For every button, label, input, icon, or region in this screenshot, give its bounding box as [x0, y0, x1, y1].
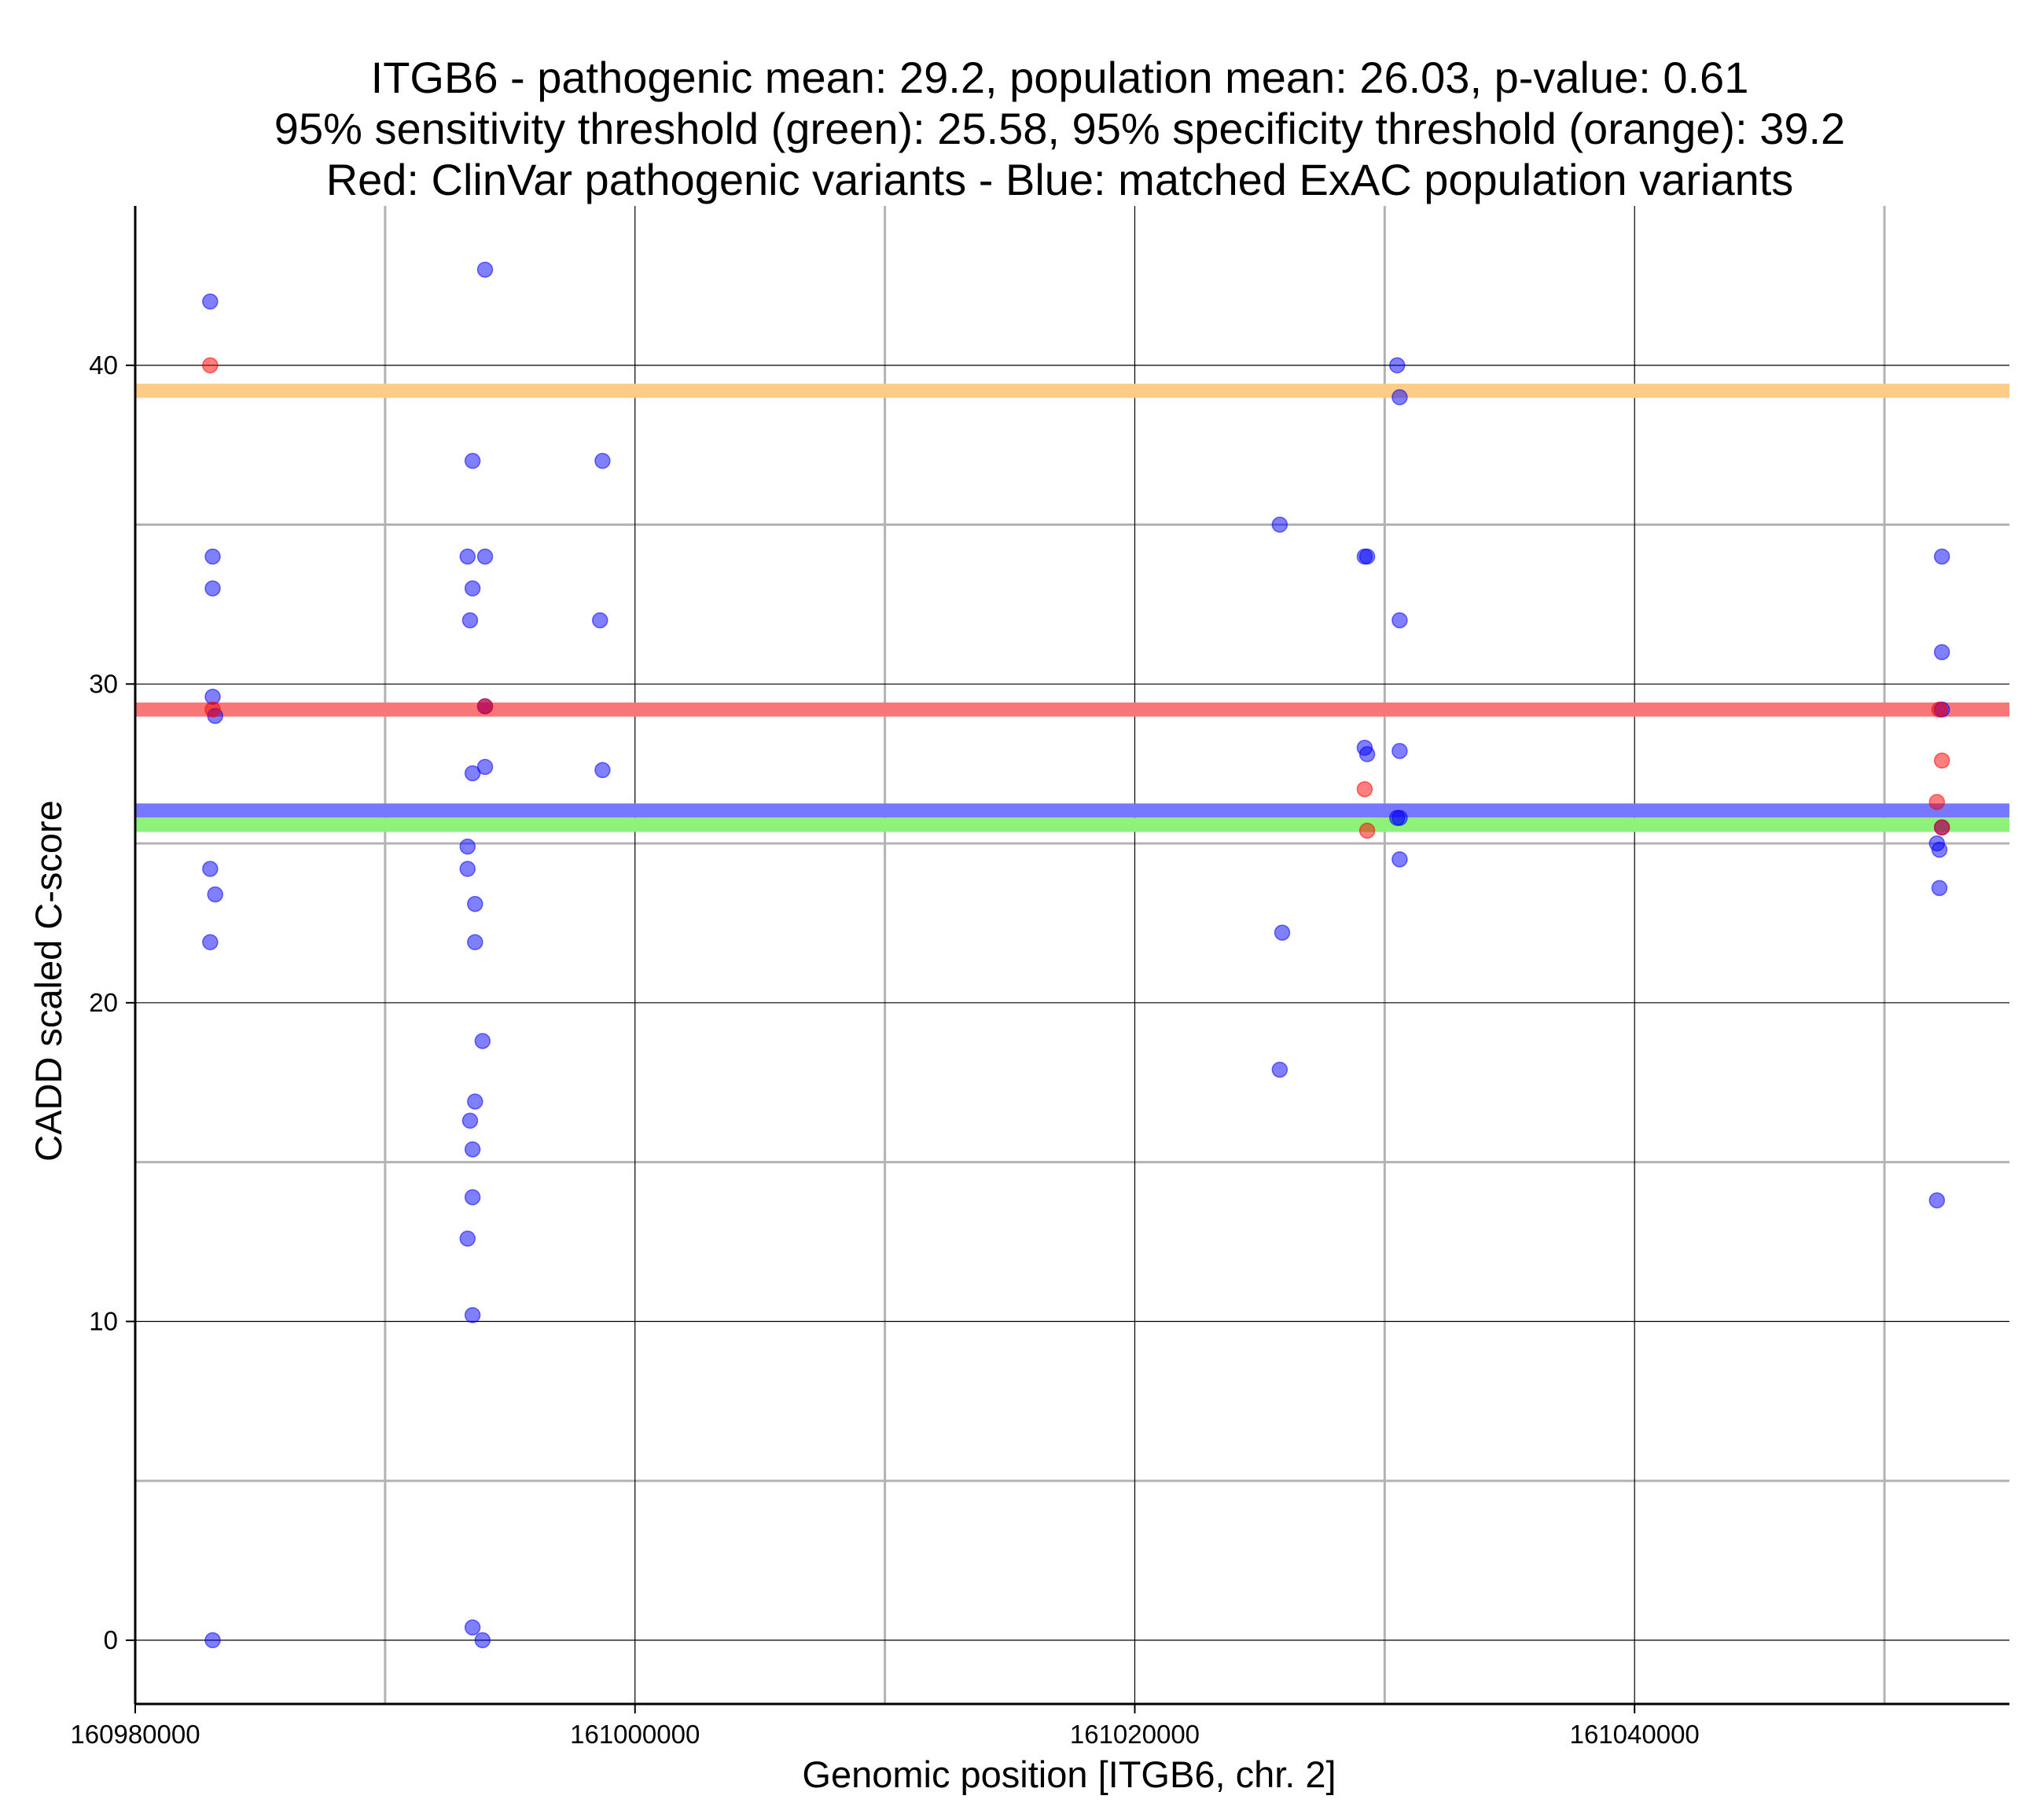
population-variant-point [474, 1632, 491, 1649]
population-variant-point [1391, 611, 1408, 629]
population-variant-point [476, 261, 494, 278]
population-variant-point [461, 1112, 479, 1129]
population-variant-point [464, 1188, 481, 1206]
population-variant-point [464, 580, 481, 597]
population-variant-point [207, 886, 223, 903]
population-variant-point [1933, 548, 1950, 565]
population-variant-point [1391, 851, 1408, 868]
population-variant-point [464, 765, 481, 782]
population-variant-point [1388, 357, 1406, 374]
pathogenic-variant-point [1933, 752, 1950, 769]
pathogenic-variant-point [476, 698, 494, 714]
population-variant-point [467, 1093, 483, 1110]
axes [126, 206, 2009, 1713]
population-variant-point [591, 611, 608, 629]
population-variant-point [1271, 516, 1289, 533]
y-axis-title: CADD scaled C-score [28, 800, 69, 1162]
population-variant-point [459, 861, 476, 877]
threshold-lines [135, 384, 2009, 832]
pathogenic-variant-point [1931, 701, 1948, 718]
population-variant-point [461, 611, 479, 629]
population-variant-point [1928, 1192, 1946, 1209]
population-variant-point [204, 580, 221, 597]
x-tick-label: 160980000 [70, 1720, 200, 1749]
pathogenic-variant-point [1933, 819, 1950, 836]
population-variant-point [1931, 841, 1948, 858]
population-variant-point [476, 548, 494, 565]
population-variant-point [459, 1230, 476, 1247]
tick-labels: 160980000 161000000 161020000 161040000 0 10 2… [70, 351, 1699, 1749]
pathogenic-variant-point [202, 357, 219, 374]
pathogenic-variant-point [204, 701, 221, 718]
population-variant-point [1388, 810, 1406, 826]
population-variant-point [464, 1619, 481, 1636]
population-variant-point [1274, 924, 1291, 941]
population-variant-point [1931, 879, 1948, 897]
population-variant-point [464, 1307, 481, 1324]
population-variant-point [464, 453, 481, 469]
population-variant-point [1933, 644, 1950, 660]
population-variant-point [1271, 1061, 1289, 1078]
population-variant-point [474, 1033, 491, 1049]
population-variant-point [1358, 746, 1376, 762]
chart-title-line-2: 95% sensitivity threshold (green): 25.58… [274, 104, 1845, 153]
pathogenic-variant-point [1356, 780, 1373, 798]
population-variant-point [467, 895, 483, 913]
x-axis-title: Genomic position [ITGB6, chr. 2] [802, 1753, 1336, 1795]
population-variant-point [1391, 389, 1408, 406]
population-variant-point [476, 758, 494, 775]
grid [134, 206, 2009, 1704]
population-variant-point [1391, 743, 1408, 759]
x-tick-label: 161000000 [570, 1720, 700, 1749]
population-variant-point [202, 861, 219, 877]
chart-title-line-1: ITGB6 - pathogenic mean: 29.2, populatio… [371, 53, 1749, 102]
population-variant-point [204, 548, 221, 565]
pathogenic-variant-point [1358, 822, 1376, 839]
population-variant-point [202, 934, 219, 951]
y-tick-label: 20 [89, 988, 118, 1017]
population-variant-point [594, 762, 611, 779]
population-variant-point [464, 1141, 481, 1158]
population-variant-point [1356, 548, 1373, 565]
chart-title-line-3: Red: ClinVar pathogenic variants - Blue:… [326, 155, 1794, 204]
y-tick-label: 10 [89, 1306, 118, 1335]
population-variant-point [459, 548, 476, 565]
y-tick-label: 30 [89, 669, 118, 698]
variant-points [202, 261, 1950, 1649]
x-tick-label: 161040000 [1570, 1720, 1700, 1749]
population-variant-point [467, 934, 483, 951]
pathogenic-variant-point [1928, 794, 1946, 810]
population-variant-point [204, 1632, 221, 1649]
x-tick-label: 161020000 [1070, 1720, 1200, 1749]
population-variant-point [202, 293, 219, 310]
y-tick-label: 40 [89, 351, 118, 380]
population-variant-point [594, 453, 611, 469]
y-tick-label: 0 [104, 1625, 118, 1654]
population-variant-point [459, 838, 476, 855]
